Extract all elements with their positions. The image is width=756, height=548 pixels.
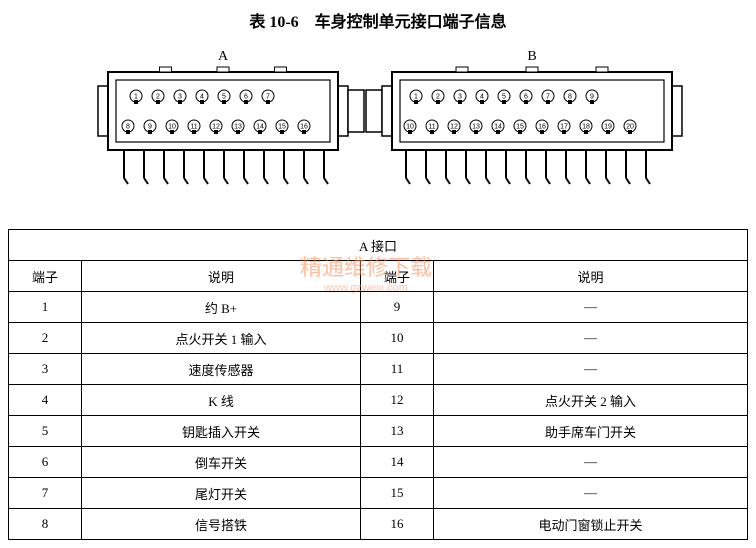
svg-text:14: 14 bbox=[494, 124, 502, 131]
table-cell: 15 bbox=[361, 478, 434, 509]
table-cell: 14 bbox=[361, 447, 434, 478]
table-cell: 4 bbox=[9, 385, 82, 416]
svg-text:16: 16 bbox=[300, 124, 308, 131]
table-cell: 钥匙插入开关 bbox=[82, 416, 361, 447]
svg-text:17: 17 bbox=[560, 124, 568, 131]
svg-text:13: 13 bbox=[234, 124, 242, 131]
table-cell: K 线 bbox=[82, 385, 361, 416]
svg-text:2: 2 bbox=[156, 94, 160, 101]
table-cell: 5 bbox=[9, 416, 82, 447]
svg-text:6: 6 bbox=[524, 94, 528, 101]
table-row: 3速度传感器11— bbox=[9, 354, 748, 385]
svg-text:4: 4 bbox=[480, 94, 484, 101]
svg-text:5: 5 bbox=[222, 94, 226, 101]
svg-text:4: 4 bbox=[200, 94, 204, 101]
svg-text:2: 2 bbox=[436, 94, 440, 101]
page-title: 表 10-6 车身控制单元接口端子信息 bbox=[8, 8, 748, 32]
table-cell: 倒车开关 bbox=[82, 447, 361, 478]
table-cell: 1 bbox=[9, 292, 82, 323]
svg-text:20: 20 bbox=[626, 124, 634, 131]
svg-text:12: 12 bbox=[212, 124, 220, 131]
svg-text:15: 15 bbox=[278, 124, 286, 131]
svg-text:8: 8 bbox=[568, 94, 572, 101]
table-cell: 2 bbox=[9, 323, 82, 354]
table-cell: — bbox=[434, 354, 748, 385]
table-cell: 电动门窗锁止开关 bbox=[434, 509, 748, 540]
svg-text:11: 11 bbox=[190, 124, 197, 131]
svg-text:19: 19 bbox=[604, 124, 612, 131]
svg-text:13: 13 bbox=[472, 124, 480, 131]
table-cell: 点火开关 1 输入 bbox=[82, 323, 361, 354]
svg-text:16: 16 bbox=[538, 124, 546, 131]
svg-text:8: 8 bbox=[126, 124, 130, 131]
table-row: 5钥匙插入开关13助手席车门开关 bbox=[9, 416, 748, 447]
svg-text:A: A bbox=[218, 49, 229, 64]
svg-text:18: 18 bbox=[582, 124, 590, 131]
table-cell: 16 bbox=[361, 509, 434, 540]
table-cell: 6 bbox=[9, 447, 82, 478]
table-row: 6倒车开关14— bbox=[9, 447, 748, 478]
table-cell: — bbox=[434, 447, 748, 478]
col-pin: 端子 bbox=[9, 261, 82, 292]
svg-text:3: 3 bbox=[458, 94, 462, 101]
table-row: 8信号搭铁16电动门窗锁止开关 bbox=[9, 509, 748, 540]
table-cell: 信号搭铁 bbox=[82, 509, 361, 540]
table-row: 2点火开关 1 输入10— bbox=[9, 323, 748, 354]
table-cell: — bbox=[434, 478, 748, 509]
svg-text:7: 7 bbox=[546, 94, 550, 101]
table-cell: 10 bbox=[361, 323, 434, 354]
svg-text:10: 10 bbox=[168, 124, 176, 131]
table-row: 4K 线12点火开关 2 输入 bbox=[9, 385, 748, 416]
svg-text:1: 1 bbox=[134, 94, 138, 101]
svg-text:15: 15 bbox=[516, 124, 524, 131]
svg-text:14: 14 bbox=[256, 124, 264, 131]
table-cell: 13 bbox=[361, 416, 434, 447]
table-cell: 11 bbox=[361, 354, 434, 385]
table-cell: 8 bbox=[9, 509, 82, 540]
svg-text:B: B bbox=[527, 49, 536, 64]
table-cell: — bbox=[434, 323, 748, 354]
table-section-header: A 接口 bbox=[9, 230, 748, 261]
svg-text:12: 12 bbox=[450, 124, 458, 131]
table-cell: 点火开关 2 输入 bbox=[434, 385, 748, 416]
table-cell: 约 B+ bbox=[82, 292, 361, 323]
table-cell: 速度传感器 bbox=[82, 354, 361, 385]
svg-text:9: 9 bbox=[148, 124, 152, 131]
table-cell: 7 bbox=[9, 478, 82, 509]
table-cell: 助手席车门开关 bbox=[434, 416, 748, 447]
svg-text:11: 11 bbox=[428, 124, 435, 131]
svg-text:7: 7 bbox=[266, 94, 270, 101]
table-cell: 9 bbox=[361, 292, 434, 323]
table-cell: 3 bbox=[9, 354, 82, 385]
table-cell: 12 bbox=[361, 385, 434, 416]
pin-table: A 接口 端子 说明 端子 说明 1约 B+9—2点火开关 1 输入10—3速度… bbox=[8, 229, 748, 540]
table-cell: 尾灯开关 bbox=[82, 478, 361, 509]
table-cell: — bbox=[434, 292, 748, 323]
table-row: 7尾灯开关15— bbox=[9, 478, 748, 509]
svg-text:5: 5 bbox=[502, 94, 506, 101]
svg-text:1: 1 bbox=[414, 94, 418, 101]
svg-text:10: 10 bbox=[406, 124, 414, 131]
col-pin-r: 端子 bbox=[361, 261, 434, 292]
svg-text:9: 9 bbox=[590, 94, 594, 101]
col-desc: 说明 bbox=[82, 261, 361, 292]
connector-diagram: A12345678910111213141516B123456789101112… bbox=[8, 42, 748, 217]
table-row: 1约 B+9— bbox=[9, 292, 748, 323]
col-desc-r: 说明 bbox=[434, 261, 748, 292]
svg-text:6: 6 bbox=[244, 94, 248, 101]
svg-text:3: 3 bbox=[178, 94, 182, 101]
